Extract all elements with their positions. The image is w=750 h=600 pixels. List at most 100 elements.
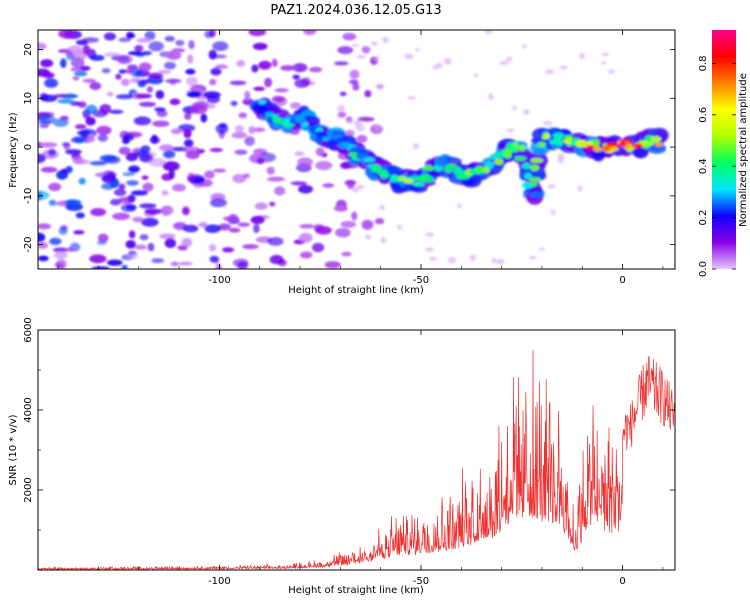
heatmap-noise-blob — [76, 39, 88, 46]
heatmap-noise-blob — [52, 118, 69, 127]
heatmap-noise-blob — [469, 254, 476, 261]
heatmap-noise-blob — [139, 101, 157, 107]
heatmap-noise-blob — [147, 242, 155, 252]
heatmap-noise-blob — [169, 98, 181, 106]
heatmap-noise-blob — [315, 160, 333, 171]
heatmap-noise-blob — [258, 60, 272, 70]
heatmap-noise-blob — [506, 56, 513, 62]
heatmap-noise-blob — [217, 223, 232, 231]
heatmap-noise-blob — [170, 261, 179, 267]
heatmap-noise-blob — [547, 184, 556, 189]
heatmap-noise-blob — [231, 131, 248, 139]
heatmap-noise-blob — [101, 68, 111, 74]
heatmap-noise-blob — [142, 182, 154, 192]
heatmap-noise-blob — [140, 145, 151, 153]
heatmap-noise-blob — [131, 190, 148, 196]
heatmap-noise-blob — [118, 37, 131, 43]
heatmap-noise-blob — [374, 218, 385, 225]
heatmap-noise-blob — [135, 93, 152, 99]
heatmap-noise-blob — [38, 153, 46, 164]
heatmap-noise-blob — [91, 266, 110, 269]
heatmap-noise-blob — [371, 41, 379, 46]
heatmap-noise-blob — [74, 124, 87, 130]
heatmap-noise-blob — [209, 255, 220, 263]
heatmap-noise-blob — [351, 187, 360, 193]
heatmap-noise-blob — [523, 109, 530, 115]
heatmap-noise-blob — [72, 76, 80, 81]
heatmap-noise-blob — [215, 123, 229, 134]
heatmap-noise-blob — [266, 166, 275, 175]
heatmap-noise-blob — [190, 104, 208, 114]
heatmap-noise-blob — [125, 240, 136, 249]
heatmap-noise-blob — [185, 76, 198, 87]
heatmap-noise-blob — [75, 212, 85, 219]
heatmap-noise-blob — [73, 71, 88, 77]
heatmap-noise-blob — [237, 222, 251, 227]
heatmap-noise-blob — [39, 123, 50, 129]
heatmap-noise-blob — [172, 183, 186, 192]
heatmap-noise-blob — [374, 55, 380, 61]
heatmap-y-tick-label: -20 — [23, 236, 34, 252]
heatmap-noise-blob — [78, 177, 86, 185]
heatmap-noise-blob — [128, 230, 136, 239]
heatmap-noise-blob — [267, 176, 285, 182]
heatmap-noise-blob — [54, 251, 68, 260]
heatmap-noise-blob — [168, 169, 175, 180]
heatmap-noise-blob — [148, 72, 164, 79]
heatmap-noise-blob — [271, 58, 278, 68]
heatmap-noise-blob — [579, 52, 585, 60]
heatmap-noise-blob — [57, 98, 74, 104]
heatmap-noise-blob — [106, 91, 114, 97]
heatmap-noise-blob — [208, 244, 217, 252]
heatmap-noise-blob — [228, 227, 241, 233]
heatmap-noise-blob — [512, 105, 517, 111]
heatmap-peak — [654, 142, 663, 147]
heatmap-noise-blob — [209, 147, 223, 153]
heatmap-noise-blob — [337, 105, 346, 112]
heatmap-noise-blob — [164, 238, 177, 249]
heatmap-noise-blob — [322, 183, 335, 188]
heatmap-ridge-blob — [529, 191, 543, 198]
heatmap-noise-blob — [129, 77, 142, 84]
heatmap-noise-blob — [178, 124, 196, 132]
heatmap-noise-blob — [407, 96, 416, 100]
heatmap-noise-blob — [48, 199, 57, 206]
heatmap-noise-blob — [425, 232, 434, 237]
heatmap-noise-blob — [529, 255, 537, 260]
heatmap-noise-blob — [204, 170, 215, 179]
heatmap-noise-blob — [253, 127, 266, 133]
heatmap-noise-blob — [113, 188, 127, 196]
heatmap-noise-blob — [269, 254, 284, 265]
heatmap-noise-blob — [337, 111, 347, 118]
heatmap-ridge-blob — [444, 163, 457, 169]
heatmap-noise-blob — [256, 157, 265, 165]
heatmap-ridge-blob — [474, 165, 485, 174]
heatmap-ridge-blob — [375, 166, 383, 174]
heatmap-noise-blob — [396, 224, 403, 230]
heatmap-noise-blob — [204, 224, 221, 233]
heatmap-noise-blob — [40, 166, 58, 173]
heatmap-noise-blob — [351, 43, 360, 47]
heatmap-ridge-blob — [592, 138, 600, 147]
heatmap-noise-blob — [274, 88, 289, 93]
heatmap-noise-blob — [251, 64, 259, 73]
heatmap-noise-blob — [155, 90, 165, 100]
heatmap-ridge-blob — [503, 151, 512, 159]
heatmap-noise-blob — [238, 112, 248, 119]
heatmap-noise-blob — [248, 126, 256, 135]
colorbar-tick-label: 0.0 — [698, 261, 709, 277]
colorbar-label: Normalized spectral amplitude — [738, 73, 749, 227]
colorbar: 0.0 0.2 0.4 0.6 0.8 Normalized spectral ampl… — [698, 30, 749, 277]
heatmap-noise-blob — [499, 60, 510, 66]
heatmap-noise-blob — [139, 203, 157, 209]
heatmap-y-axis-label: Frequency (Hz) — [8, 112, 19, 188]
heatmap-ridge-blob — [258, 100, 266, 105]
heatmap-noise-blob — [166, 50, 182, 60]
heatmap-noise-blob — [39, 142, 58, 148]
heatmap-noise-blob — [64, 199, 82, 205]
heatmap-noise-blob — [297, 157, 313, 167]
heatmap-noise-blob — [342, 32, 357, 41]
heatmap-noise-blob — [264, 77, 273, 88]
heatmap-ridge-blob — [336, 136, 344, 143]
heatmap-noise-blob — [267, 237, 284, 246]
